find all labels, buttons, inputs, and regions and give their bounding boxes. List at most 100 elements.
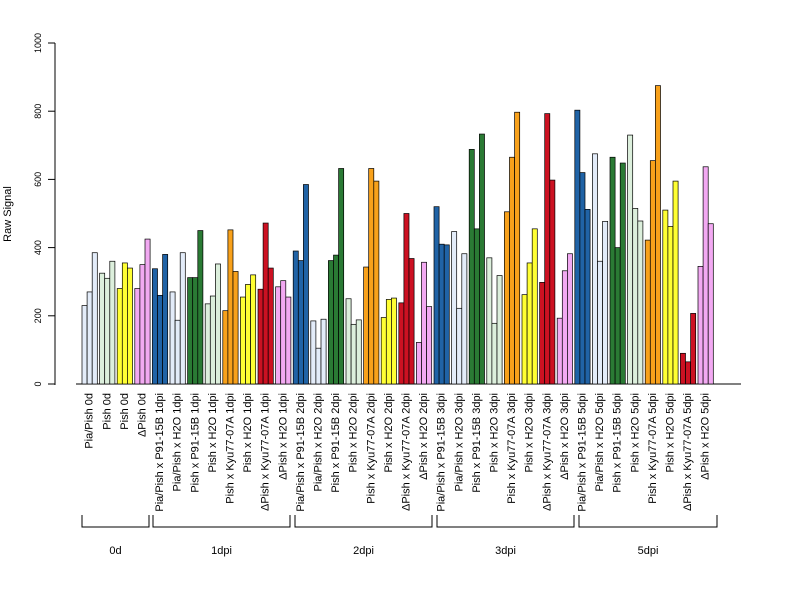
bar <box>333 254 339 385</box>
bar <box>649 160 656 385</box>
bar <box>275 286 282 385</box>
bar <box>514 111 521 385</box>
x-tick-label: Pish x H2O 2dpi <box>348 393 360 472</box>
bar <box>86 291 93 385</box>
bar <box>204 303 211 385</box>
x-tick-label: Pish x P91-15B 3dpi <box>471 393 483 493</box>
x-tick-label: Pish x Kyu77-07A 1dpi <box>224 393 236 504</box>
y-axis-label: Raw Signal <box>2 186 14 242</box>
bar <box>697 266 704 385</box>
bar <box>192 277 199 385</box>
bar <box>380 317 387 385</box>
y-tick-label: 0 <box>33 381 43 386</box>
group-bracket <box>152 515 291 528</box>
x-tick-label: ΔPish x Kyu77-07A 1dpi <box>260 393 272 511</box>
bar <box>461 253 468 385</box>
x-tick-label: Pish x H2O 1dpi <box>242 393 254 472</box>
bar <box>473 228 480 385</box>
group-label: 5dpi <box>638 545 659 557</box>
bar <box>215 263 221 385</box>
bar <box>385 299 392 385</box>
bar <box>702 166 709 385</box>
bar <box>416 342 422 385</box>
group-bracket <box>436 515 575 528</box>
bar <box>672 180 679 385</box>
bar <box>479 133 485 385</box>
bar <box>179 252 186 385</box>
bar <box>368 168 375 385</box>
bar <box>680 352 686 385</box>
bar <box>486 257 493 385</box>
y-tick-label: 800 <box>33 104 43 119</box>
bar <box>127 267 133 385</box>
bar <box>303 184 309 385</box>
bar <box>655 85 661 385</box>
group-bracket <box>81 515 150 528</box>
bar <box>644 239 651 385</box>
x-tick-label: ΔPish 0d <box>136 393 148 437</box>
x-tick-label: ΔPish x Kyu77-07A 3dpi <box>541 393 553 511</box>
bar <box>421 261 427 385</box>
bar <box>99 272 106 385</box>
bar <box>116 288 123 385</box>
bar <box>363 266 370 385</box>
bar <box>81 305 88 385</box>
bar <box>250 274 257 385</box>
group-bracket <box>294 515 433 528</box>
bar <box>267 267 274 385</box>
bar <box>285 296 292 385</box>
bar <box>561 270 568 385</box>
bar <box>521 294 528 385</box>
bar <box>579 172 586 385</box>
bar <box>637 220 644 385</box>
x-tick-label: Pish x Kyu77-07A 2dpi <box>365 393 377 504</box>
bar <box>556 317 563 385</box>
x-tick-label: ΔPish x H2O 3dpi <box>559 393 571 480</box>
bar <box>262 222 269 385</box>
bar <box>468 149 475 385</box>
bar <box>257 288 264 385</box>
group-label: 3dpi <box>495 545 516 557</box>
x-tick-label: Pish x H2O 3dpi <box>488 393 500 472</box>
bar <box>509 156 515 385</box>
x-tick-label: Pia/Pish x H2O 1dpi <box>172 393 184 491</box>
bar <box>109 260 116 385</box>
x-tick-label: Pia/Pish x H2O 3dpi <box>453 393 465 491</box>
x-tick-label: Pish x Kyu77-07A 5dpi <box>647 393 659 504</box>
bar <box>197 230 204 385</box>
bar <box>187 277 194 385</box>
bar <box>134 288 141 385</box>
bar <box>373 180 380 385</box>
bar <box>174 319 181 385</box>
group-label: 1dpi <box>211 545 232 557</box>
bar <box>398 302 405 385</box>
group-label: 2dpi <box>353 545 374 557</box>
x-tick-label: Pia/Pish x P91-15B 5dpi <box>576 393 588 512</box>
bar <box>144 238 151 385</box>
bar <box>685 361 691 385</box>
bar <box>592 153 598 385</box>
x-tick-label: Pish 0d <box>119 393 131 430</box>
bar <box>338 168 345 385</box>
bar <box>526 262 533 385</box>
bar <box>614 247 621 385</box>
bar <box>355 319 362 385</box>
bar <box>328 260 334 385</box>
x-tick-labels: Pia/Pish 0d Pish 0d Pish 0d ΔPish 0d Pia/Pis… <box>84 393 712 512</box>
bar <box>456 307 463 385</box>
y-tick-label: 200 <box>33 308 43 323</box>
x-tick-label: Pish x Kyu77-07A 3dpi <box>506 393 518 504</box>
bar <box>491 322 498 385</box>
x-tick-label: Pia/Pish x H2O 2dpi <box>312 393 324 491</box>
bar <box>619 162 626 385</box>
bar <box>403 213 410 385</box>
bar <box>690 313 697 385</box>
bar <box>567 253 573 385</box>
bar <box>443 244 450 385</box>
x-tick-label: Pish x P91-15B 2dpi <box>330 393 342 493</box>
bar <box>584 209 591 385</box>
bar <box>227 229 234 385</box>
bar <box>209 295 216 385</box>
bar <box>632 208 639 385</box>
